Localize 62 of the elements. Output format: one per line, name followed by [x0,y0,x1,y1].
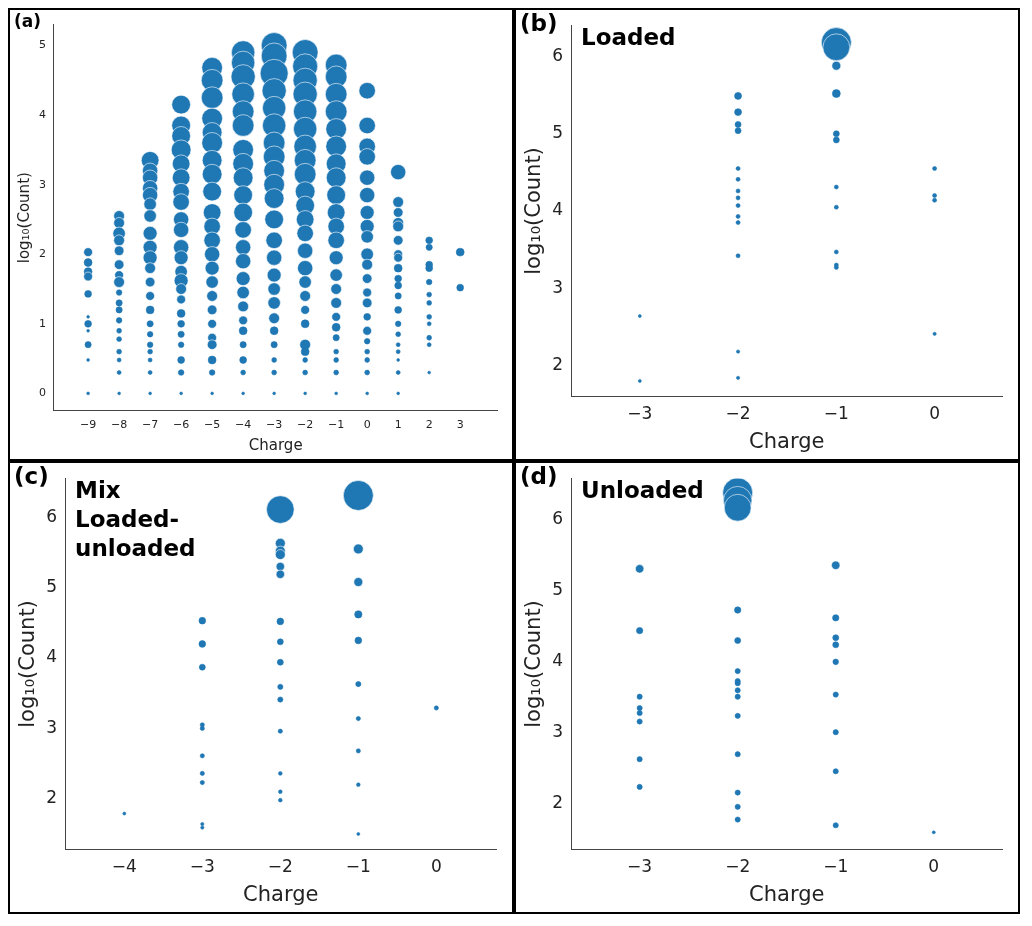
x-tick-label: 0 [928,856,940,877]
x-tick-label: −1 [823,403,849,424]
chart-title: (c) [14,463,49,490]
x-tick-label: −1 [823,856,849,877]
x-tick-label: −1 [328,418,345,432]
x-tick-label: −4 [111,856,137,877]
x-tick-label: −6 [173,418,190,432]
y-tick-label: 3 [39,177,46,191]
annotation: Mix Loaded- unloaded [75,477,196,562]
y-tick-label: 4 [552,650,564,671]
x-tick-label: 0 [929,403,941,424]
x-tick-label: 1 [394,418,402,432]
y-tick-label: 6 [46,505,58,526]
x-tick-label: −3 [627,403,653,424]
y-tick-label: 5 [552,579,564,600]
x-tick-label: −2 [725,856,751,877]
y-tick-label: 3 [46,716,58,737]
chart-title: (d) [520,463,558,490]
x-tick-label: −5 [204,418,221,432]
y-tick-label: 4 [46,646,58,667]
x-tick-label: 2 [425,418,433,432]
x-tick-label: −3 [189,856,215,877]
y-tick-label: 5 [552,122,564,143]
x-tick-label: −2 [297,418,314,432]
y-tick-label: 1 [39,316,46,330]
x-axis-title: Charge [243,881,319,906]
x-tick-label: −7 [142,418,159,432]
y-tick-label: 5 [46,576,58,597]
y-tick-label: 3 [552,721,564,742]
y-tick-label: 4 [39,107,46,121]
annotation: Unloaded [581,477,704,504]
x-tick-label: 0 [430,856,442,877]
y-tick-label: 2 [39,247,46,261]
x-axis-title: Charge [749,428,825,453]
y-tick-label: 2 [552,353,564,374]
y-tick-label: 0 [39,386,46,400]
y-tick-label: 2 [46,787,58,808]
x-tick-label: −4 [235,418,252,432]
x-tick-label: 3 [456,418,464,432]
annotation: Loaded [581,24,676,51]
y-tick-label: 3 [552,276,564,297]
x-tick-label: −8 [111,418,128,432]
x-axis-title: Charge [248,435,303,454]
chart-title: (a) [14,10,42,31]
y-axis-title: log₁₀(Count) [521,147,546,275]
x-tick-label: −9 [80,418,97,432]
chart-title: (b) [520,10,558,37]
x-tick-label: −3 [266,418,283,432]
x-tick-label: 0 [363,418,371,432]
x-tick-label: −2 [267,856,293,877]
y-axis-title: log₁₀(Count) [14,172,33,264]
x-tick-label: −2 [725,403,751,424]
y-axis-title: log₁₀(Count) [15,600,40,728]
y-tick-label: 4 [552,199,564,220]
y-tick-label: 6 [552,44,564,65]
x-tick-label: −3 [627,856,653,877]
y-axis-title: log₁₀(Count) [521,600,546,728]
x-axis-title: Charge [749,881,825,906]
y-tick-label: 2 [552,792,564,813]
y-tick-label: 5 [39,38,46,52]
y-tick-label: 6 [552,508,564,529]
x-tick-label: −1 [345,856,371,877]
